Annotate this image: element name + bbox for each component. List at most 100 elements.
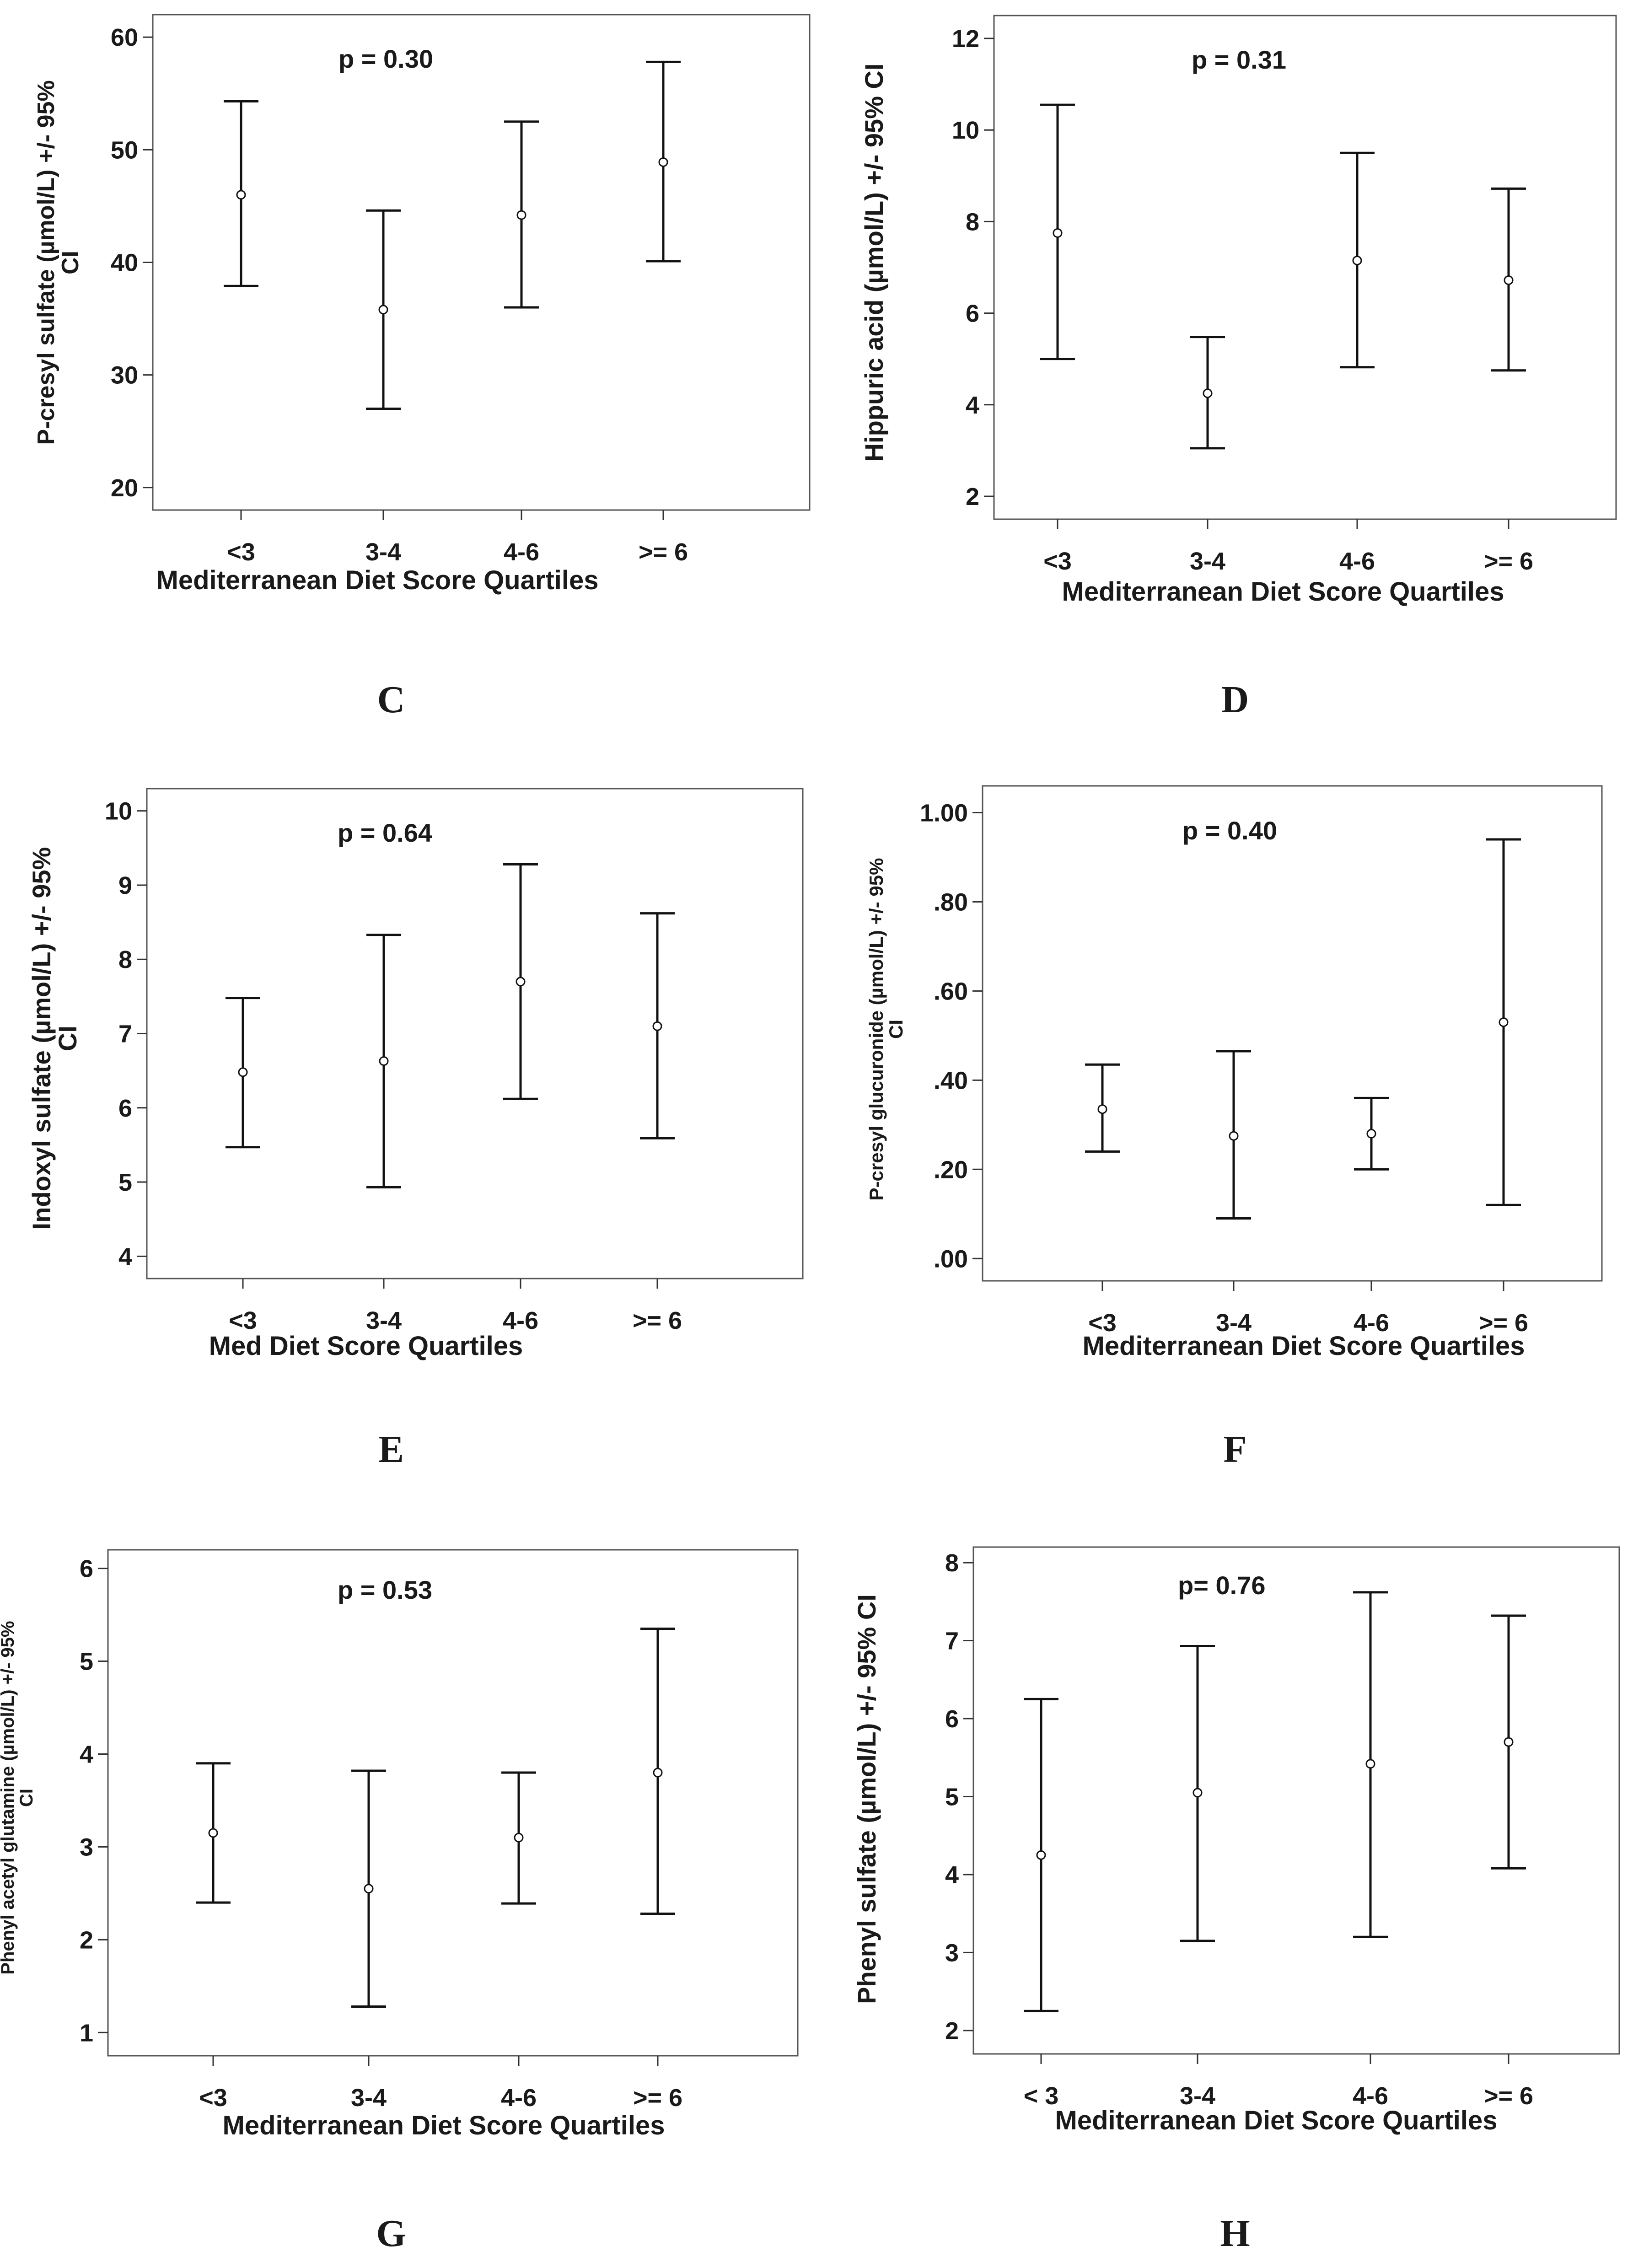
y-tick-label: 4 <box>80 1741 93 1768</box>
mean-marker <box>1036 1850 1046 1860</box>
mean-marker <box>238 1067 248 1077</box>
x-tick-label: 4-6 <box>504 538 539 566</box>
plot-frame <box>972 1546 1620 2055</box>
error-bar <box>351 1769 386 2008</box>
error-bar <box>640 1627 675 1915</box>
y-axis-title: Phenyl sulfate (µmol/L) +/- 95% CI <box>852 1594 881 2004</box>
x-axis-title: Mediterranean Diet Score Quartiles <box>156 565 599 595</box>
x-tick-label: < 3 <box>1024 2082 1059 2110</box>
x-tick-label: 4-6 <box>503 1307 538 1334</box>
error-bar <box>503 863 538 1100</box>
p-value-label: p = 0.30 <box>338 44 433 73</box>
y-axis-title: P-cresyl sulfate (µmol/L) +/- 95%CI <box>33 80 84 445</box>
y-tick-label: 10 <box>952 117 979 144</box>
y-tick-label: 3 <box>945 1939 959 1967</box>
x-tick-label: 3-4 <box>1180 2082 1215 2110</box>
y-tick-label: 8 <box>966 208 979 236</box>
plot-frame <box>993 15 1617 520</box>
x-axis-title: Mediterranean Diet Score Quartiles <box>1055 2106 1498 2135</box>
x-axis-title: Mediterranean Diet Score Quartiles <box>1083 1331 1525 1361</box>
error-bar <box>1024 1698 1058 2012</box>
y-axis-title-line: CI <box>57 251 84 274</box>
y-axis-title: Hippuric acid (µmol/L) +/- 95% CI <box>859 64 888 462</box>
y-axis-title-line: CI <box>16 1789 37 1807</box>
y-tick-label: 7 <box>118 1021 132 1048</box>
error-bar <box>224 100 258 287</box>
panel-letter: G <box>376 2212 406 2255</box>
mean-marker <box>1053 228 1063 238</box>
x-tick-label: 4-6 <box>1339 548 1375 575</box>
y-tick-label: 4 <box>118 1243 132 1270</box>
error-bar <box>1180 1645 1215 1942</box>
mean-marker <box>1504 1737 1514 1747</box>
error-bar <box>504 120 539 309</box>
y-tick-label: 2 <box>966 483 979 511</box>
y-tick-label: 30 <box>111 362 138 389</box>
y-tick-label: 6 <box>945 1705 959 1733</box>
y-tick-label: 6 <box>80 1555 93 1583</box>
y-tick-label: .00 <box>934 1245 968 1273</box>
mean-marker <box>364 1884 374 1894</box>
x-tick-label: >= 6 <box>1484 2082 1533 2110</box>
y-axis-title-line: P-cresyl glucuronide (µmol/L) +/- 95% <box>865 858 887 1201</box>
mean-marker <box>516 210 526 220</box>
error-bar <box>646 60 681 263</box>
y-tick-label: 6 <box>118 1095 132 1122</box>
x-tick-label: <3 <box>1043 548 1072 575</box>
mean-marker <box>378 305 388 315</box>
y-tick-label: 50 <box>111 136 138 164</box>
x-tick-label: 4-6 <box>501 2084 537 2112</box>
y-tick-label: 5 <box>80 1648 93 1676</box>
mean-marker <box>652 1021 662 1031</box>
chart-panel-g: 1 2 3 4 5 6 <3 3-4 4-6 >= 6 p = 0.53 Mediterranean … <box>0 1549 799 2255</box>
error-bar <box>1340 151 1375 369</box>
error-bar <box>1353 1591 1388 1938</box>
y-tick-label: 4 <box>945 1861 959 1889</box>
error-bar <box>1491 1614 1526 1870</box>
error-bar <box>1486 838 1521 1206</box>
error-bar <box>640 912 675 1139</box>
x-tick-label: <3 <box>227 538 255 566</box>
error-bar <box>1085 1063 1120 1153</box>
x-tick-label: >= 6 <box>639 538 688 566</box>
x-axis-title: Med Diet Score Quartiles <box>209 1331 523 1361</box>
y-tick-label: 7 <box>945 1628 959 1655</box>
x-tick-label: 4-6 <box>1353 2082 1388 2110</box>
p-value-label: p = 0.31 <box>1192 45 1286 74</box>
error-bar <box>501 1771 536 1905</box>
y-axis-title-line: Phenyl sulfate (µmol/L) +/- 95% CI <box>852 1594 881 2004</box>
y-tick-label: 1.00 <box>920 799 968 827</box>
x-tick-label: <3 <box>229 1307 257 1334</box>
y-tick-label: 9 <box>118 872 132 899</box>
mean-marker <box>658 157 668 167</box>
mean-marker <box>516 977 526 987</box>
mean-marker <box>1352 255 1362 265</box>
y-axis-title-line: Indoxyl sulfate (µmol/L) +/- 95% <box>27 847 56 1230</box>
panel-letter: C <box>377 678 405 721</box>
x-axis-title: Mediterranean Diet Score Quartiles <box>1062 577 1504 607</box>
y-tick-label: 20 <box>111 474 138 502</box>
error-bar <box>226 997 260 1149</box>
y-tick-label: 60 <box>111 24 138 51</box>
mean-marker <box>1499 1017 1509 1027</box>
x-tick-label: 4-6 <box>1354 1309 1389 1337</box>
x-tick-label: >= 6 <box>1479 1309 1528 1337</box>
mean-marker <box>1504 275 1514 285</box>
y-tick-label: .80 <box>934 888 968 916</box>
panel-letter: E <box>378 1428 404 1471</box>
panel-letter: D <box>1221 678 1249 721</box>
panel-letter: F <box>1223 1428 1246 1471</box>
y-tick-label: 2 <box>945 2017 959 2045</box>
p-value-label: p = 0.64 <box>338 818 432 847</box>
chart-panel-d: 2 4 6 8 10 12 <3 3-4 4-6 >= 6 p = 0.31 Mediterranea… <box>859 15 1617 721</box>
mean-marker <box>514 1833 524 1843</box>
y-tick-label: 5 <box>118 1169 132 1196</box>
plot-frame <box>982 785 1603 1282</box>
y-axis-title: Phenyl acetyl glutamine (µmol/L) +/- 95%… <box>0 1621 37 1974</box>
y-axis-title-line: CI <box>885 1020 907 1039</box>
mean-marker <box>653 1768 663 1778</box>
y-tick-label: 4 <box>966 392 979 419</box>
chart-panel-f: .00 .20 .40 .60 .80 1.00 <3 3-4 4-6 >= 6 p = 0.40 M… <box>865 785 1603 1471</box>
x-tick-label: 3-4 <box>366 1307 402 1334</box>
